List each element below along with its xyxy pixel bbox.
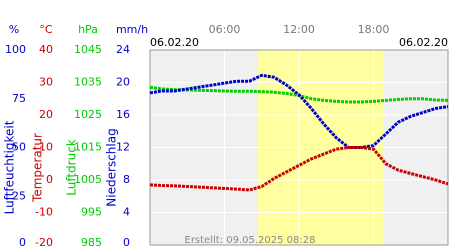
series-line (149, 146, 449, 192)
y-tick-label: 50 (12, 141, 26, 154)
series-line (149, 73, 449, 149)
date-start: 06.02.20 (150, 36, 199, 49)
y-tick-label: 100 (5, 43, 26, 56)
y-tick-label: 12 (116, 141, 130, 154)
y-tick-label: 24 (116, 43, 130, 56)
y-tick-label: 75 (12, 92, 26, 105)
x-tick-label: 06:00 (209, 23, 241, 36)
axis-unit: mm/h (116, 23, 148, 36)
y-tick-label: 16 (116, 108, 130, 121)
y-tick-label: -20 (35, 236, 53, 249)
y-tick-label: 1025 (74, 108, 102, 121)
axis-title: Luftdruck (65, 139, 79, 196)
y-tick-label: 30 (39, 76, 53, 89)
y-tick-label: 995 (81, 206, 102, 219)
y-tick-label: 0 (123, 236, 130, 249)
plot-border (149, 49, 449, 246)
y-tick-label: 1005 (74, 173, 102, 186)
y-tick-label: 25 (12, 189, 26, 202)
y-tick-label: 1045 (74, 43, 102, 56)
axis-unit: % (9, 23, 19, 36)
y-tick-label: 0 (46, 173, 53, 186)
created-note: Erstellt: 09.05.2025 08:28 (185, 235, 316, 246)
axis-unit: hPa (78, 23, 98, 36)
axis-unit: °C (39, 23, 53, 36)
axis-title: Temperatur (31, 133, 45, 203)
y-tick-label: 20 (39, 108, 53, 121)
x-tick-label: 12:00 (283, 23, 315, 36)
y-tick-label: 0 (19, 236, 26, 249)
y-tick-label: -10 (35, 206, 53, 219)
y-tick-label: 8 (123, 173, 130, 186)
y-tick-label: 20 (116, 76, 130, 89)
y-tick-label: 985 (81, 236, 102, 249)
y-tick-label: 4 (123, 206, 130, 219)
y-tick-label: 10 (39, 141, 53, 154)
y-tick-label: 1015 (74, 141, 102, 154)
axis-title: Luftfeuchtigkeit (3, 120, 17, 214)
y-tick-label: 1035 (74, 76, 102, 89)
y-tick-label: 40 (39, 43, 53, 56)
x-tick-label: 18:00 (358, 23, 390, 36)
date-end: 06.02.20 (399, 36, 448, 49)
axis-title: Niederschlag (105, 128, 119, 206)
